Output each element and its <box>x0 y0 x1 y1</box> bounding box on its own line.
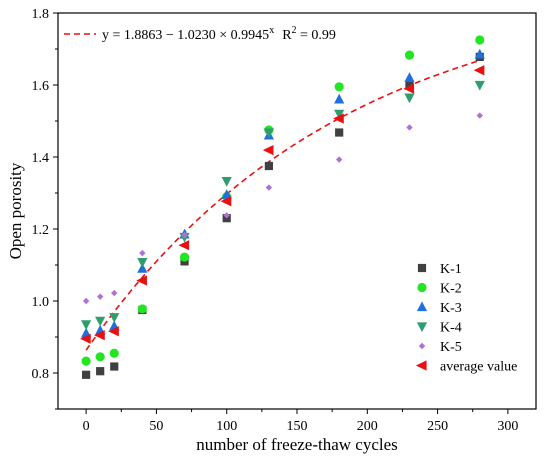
fit-curve <box>85 59 481 351</box>
point-k-1 <box>82 370 91 379</box>
y-tick-label: 1.2 <box>32 223 50 238</box>
legend-label: K-2 <box>440 282 462 297</box>
point-average-value <box>178 240 190 251</box>
x-tick-label: 150 <box>287 419 308 434</box>
data-points <box>80 35 485 379</box>
point-k-4 <box>263 128 274 139</box>
axis-ticks: 0 50 100 150 200 250 300 0.8 1.0 1.2 1.4 1.6 1.8 <box>32 7 519 434</box>
y-tick-label: 0.8 <box>32 367 50 382</box>
point-k-2 <box>81 356 91 366</box>
point-k-4 <box>221 177 232 187</box>
point-k-2 <box>137 304 147 314</box>
y-tick-label: 1.4 <box>32 151 50 166</box>
point-k-1 <box>96 367 105 376</box>
point-k-5 <box>335 156 343 163</box>
point-k-2 <box>109 348 119 358</box>
point-k-5 <box>476 112 483 119</box>
x-tick-label: 250 <box>427 419 448 434</box>
point-k-1 <box>335 128 344 137</box>
x-tick-label: 50 <box>149 419 163 434</box>
legend-marker-k-3 <box>416 301 428 312</box>
x-tick-label: 0 <box>83 419 90 434</box>
point-average-value <box>473 65 485 76</box>
legend-marker-k-5 <box>418 342 426 350</box>
x-tick-label: 100 <box>216 419 237 434</box>
fit-curve-path <box>85 59 481 351</box>
point-k-4 <box>474 80 485 91</box>
point-average-value <box>80 333 91 344</box>
point-average-value <box>403 83 415 94</box>
point-k-3 <box>137 263 148 273</box>
y-tick-label: 1.6 <box>32 79 50 94</box>
plot-frame <box>57 12 537 410</box>
legend: K-1 K-2 K-3 K-4 K-5 average value <box>415 262 517 375</box>
point-average-value <box>262 145 274 156</box>
r2-label: R <box>282 28 292 43</box>
point-k-5 <box>82 297 90 305</box>
legend-marker-k-4 <box>416 322 428 333</box>
point-k-5 <box>181 231 188 239</box>
x-tick-label: 200 <box>357 419 378 434</box>
point-k-4 <box>81 320 92 330</box>
r2-exponent: 2 <box>292 25 297 36</box>
point-average-value <box>94 330 105 341</box>
legend-label: K-3 <box>440 301 462 316</box>
point-k-1 <box>264 161 273 171</box>
point-k-1 <box>110 362 119 371</box>
point-k-4 <box>137 258 148 268</box>
point-k-2 <box>179 252 190 262</box>
point-k-2 <box>475 35 485 45</box>
point-k-5 <box>139 249 146 257</box>
point-k-5 <box>406 124 413 131</box>
point-k-2 <box>404 50 415 60</box>
legend-label: K-5 <box>440 340 462 355</box>
point-k-3 <box>221 189 232 199</box>
point-k-2 <box>95 352 105 362</box>
legend-marker-k-2 <box>417 282 427 293</box>
fit-equation: y = 1.8863 − 1.0230 × 0.9945x R2 = 0.99 <box>64 25 336 43</box>
point-k-3 <box>334 93 345 104</box>
point-k-2 <box>334 82 344 92</box>
y-tick-label: 1.0 <box>32 295 50 310</box>
x-tick-label: 300 <box>497 419 518 434</box>
point-average-value <box>136 275 147 286</box>
y-axis-title: Open porosity <box>6 162 25 259</box>
point-k-4 <box>334 109 345 120</box>
point-k-4 <box>109 313 120 323</box>
point-k-5 <box>96 293 104 300</box>
y-tick-label: 1.8 <box>32 7 50 22</box>
point-average-value <box>220 196 232 207</box>
point-k-3 <box>404 72 415 82</box>
legend-marker-k-1 <box>417 263 427 273</box>
point-k-5 <box>265 184 273 191</box>
fit-equation-text: y = 1.8863 − 1.0230 × 0.9945 <box>102 28 269 43</box>
point-k-5 <box>223 212 230 219</box>
point-k-4 <box>95 316 106 327</box>
legend-label: K-4 <box>440 321 462 336</box>
point-average-value <box>333 113 344 124</box>
fit-equation-exponent: x <box>269 25 274 36</box>
legend-label: K-1 <box>440 262 462 277</box>
point-k-5 <box>111 289 118 297</box>
legend-marker-average-value <box>415 360 427 371</box>
point-average-value <box>108 326 119 337</box>
x-axis-title: number of freeze-thaw cycles <box>196 435 398 454</box>
point-k-4 <box>404 93 415 104</box>
point-k-3 <box>474 48 485 59</box>
r2-value: = 0.99 <box>297 28 336 43</box>
legend-label: average value <box>440 360 517 375</box>
